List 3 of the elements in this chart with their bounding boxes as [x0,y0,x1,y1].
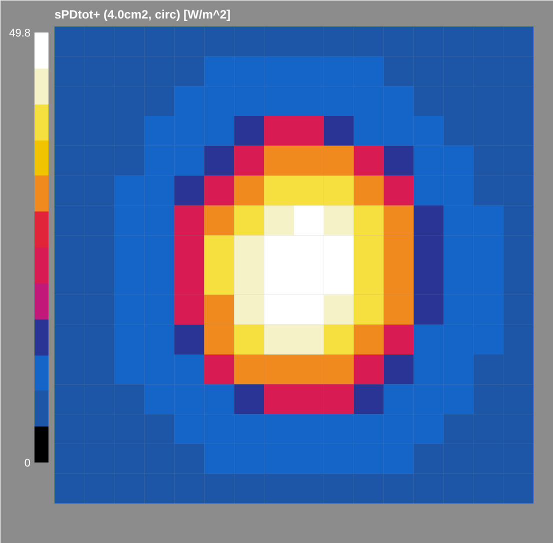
color-bar-label: 49.8 [9,28,31,40]
color-bar-label: 0 [24,458,31,470]
chart-title: sPDtot+ (4.0cm2, circ) [W/m^2] [54,8,231,22]
